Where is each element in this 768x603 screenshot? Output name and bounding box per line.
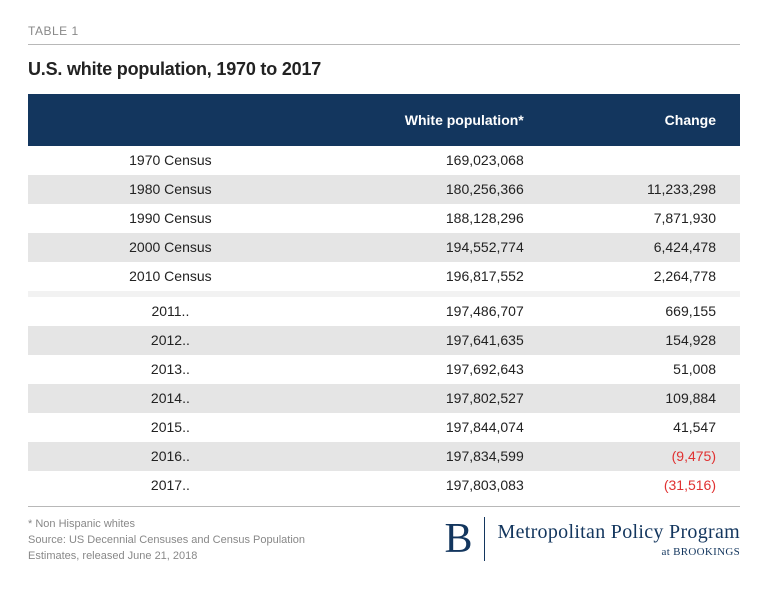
col-header-year <box>28 94 313 146</box>
cell-change: 669,155 <box>548 297 740 326</box>
brand-logo: B Metropolitan Policy Program at BROOKIN… <box>444 517 740 561</box>
cell-year: 2017.. <box>28 471 313 500</box>
cell-year: 2014.. <box>28 384 313 413</box>
cell-year: 1970 Census <box>28 146 313 175</box>
cell-population: 197,486,707 <box>313 297 548 326</box>
table-row: 2014..197,802,527109,884 <box>28 384 740 413</box>
cell-change: 11,233,298 <box>548 175 740 204</box>
brand-text: Metropolitan Policy Program at BROOKINGS <box>497 521 740 558</box>
table-row: 1990 Census188,128,2967,871,930 <box>28 204 740 233</box>
footnote-source: Source: US Decennial Censuses and Census… <box>28 533 328 565</box>
cell-change: 2,264,778 <box>548 262 740 291</box>
cell-change: 41,547 <box>548 413 740 442</box>
rule-bottom <box>28 506 740 507</box>
cell-population: 188,128,296 <box>313 204 548 233</box>
cell-population: 197,692,643 <box>313 355 548 384</box>
cell-change: 109,884 <box>548 384 740 413</box>
cell-year: 2016.. <box>28 442 313 471</box>
table-label: TABLE 1 <box>28 24 740 38</box>
cell-population: 196,817,552 <box>313 262 548 291</box>
cell-year: 2012.. <box>28 326 313 355</box>
table-row: 2013..197,692,64351,008 <box>28 355 740 384</box>
col-header-change: Change <box>548 94 740 146</box>
table-row: 1970 Census169,023,068 <box>28 146 740 175</box>
cell-population: 197,802,527 <box>313 384 548 413</box>
footer: * Non Hispanic whites Source: US Decenni… <box>28 517 740 565</box>
cell-change: (31,516) <box>548 471 740 500</box>
cell-population: 197,834,599 <box>313 442 548 471</box>
cell-population: 180,256,366 <box>313 175 548 204</box>
brand-divider <box>484 517 485 561</box>
cell-change: 154,928 <box>548 326 740 355</box>
table-row: 2012..197,641,635154,928 <box>28 326 740 355</box>
cell-population: 194,552,774 <box>313 233 548 262</box>
table-title: U.S. white population, 1970 to 2017 <box>28 59 740 80</box>
cell-change <box>548 146 740 175</box>
rule-top <box>28 44 740 45</box>
cell-year: 2010 Census <box>28 262 313 291</box>
cell-change: 7,871,930 <box>548 204 740 233</box>
cell-population: 169,023,068 <box>313 146 548 175</box>
cell-year: 2013.. <box>28 355 313 384</box>
table-row: 2016..197,834,599(9,475) <box>28 442 740 471</box>
table-row: 2010 Census196,817,5522,264,778 <box>28 262 740 291</box>
cell-year: 2000 Census <box>28 233 313 262</box>
table-row: 2011..197,486,707669,155 <box>28 297 740 326</box>
cell-population: 197,803,083 <box>313 471 548 500</box>
cell-year: 1980 Census <box>28 175 313 204</box>
brand-b-icon: B <box>444 518 472 560</box>
cell-year: 2015.. <box>28 413 313 442</box>
population-table: White population* Change 1970 Census169,… <box>28 94 740 500</box>
table-row: 2000 Census194,552,7746,424,478 <box>28 233 740 262</box>
brand-sub: at BROOKINGS <box>497 546 740 558</box>
cell-year: 1990 Census <box>28 204 313 233</box>
cell-population: 197,844,074 <box>313 413 548 442</box>
cell-change: 51,008 <box>548 355 740 384</box>
brand-main: Metropolitan Policy Program <box>497 521 740 544</box>
table-row: 1980 Census180,256,36611,233,298 <box>28 175 740 204</box>
cell-change: 6,424,478 <box>548 233 740 262</box>
table-header-row: White population* Change <box>28 94 740 146</box>
footnotes: * Non Hispanic whites Source: US Decenni… <box>28 517 328 565</box>
cell-population: 197,641,635 <box>313 326 548 355</box>
footnote-asterisk: * Non Hispanic whites <box>28 517 328 533</box>
cell-change: (9,475) <box>548 442 740 471</box>
table-row: 2015..197,844,07441,547 <box>28 413 740 442</box>
cell-year: 2011.. <box>28 297 313 326</box>
table-row: 2017..197,803,083(31,516) <box>28 471 740 500</box>
col-header-population: White population* <box>313 94 548 146</box>
